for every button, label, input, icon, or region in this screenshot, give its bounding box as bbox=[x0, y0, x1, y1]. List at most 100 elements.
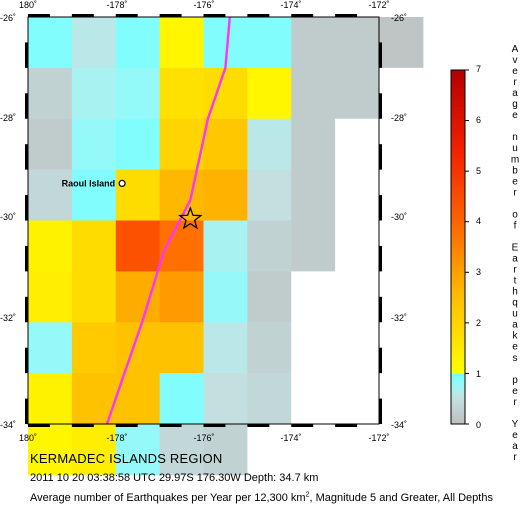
map-description: Average number of Earthquakes per Year p… bbox=[30, 491, 493, 504]
scale-segment bbox=[451, 110, 465, 114]
frame-segment bbox=[115, 14, 138, 17]
rate-cell bbox=[379, 271, 424, 323]
rate-cell bbox=[28, 169, 73, 222]
scale-segment bbox=[451, 383, 465, 387]
rate-cell bbox=[291, 424, 336, 476]
scale-title-letter: e bbox=[512, 176, 518, 187]
event-details: 2011 10 20 03:38:58 UTC 29.97S 176.30W D… bbox=[30, 472, 319, 484]
epicenter-star-shape bbox=[178, 206, 203, 230]
scale-segment bbox=[451, 274, 465, 278]
scale-segment bbox=[451, 239, 465, 243]
scale-title-letter: m bbox=[511, 154, 519, 165]
rate-cell bbox=[28, 220, 73, 272]
scale-segment bbox=[451, 145, 465, 149]
scale-tick-label: 3 bbox=[476, 267, 481, 277]
scale-segment bbox=[451, 191, 465, 195]
rate-cell bbox=[28, 424, 73, 476]
frame-segment bbox=[159, 14, 182, 17]
scale-segment bbox=[451, 123, 465, 127]
scale-segment bbox=[451, 360, 465, 364]
scale-title-letter: s bbox=[513, 353, 518, 364]
scale-segment bbox=[451, 249, 465, 253]
scale-title-letter: p bbox=[512, 375, 518, 386]
lat-tick-label: -26˚ bbox=[391, 13, 407, 23]
frame-segment bbox=[247, 14, 270, 17]
scale-title-letter: a bbox=[512, 441, 518, 452]
rate-cell bbox=[115, 67, 161, 120]
scale-segment bbox=[451, 282, 465, 286]
rate-cell bbox=[247, 220, 292, 272]
lat-tick-label: -34˚ bbox=[391, 420, 407, 430]
frame-segment bbox=[203, 14, 226, 17]
scale-segment bbox=[451, 335, 465, 339]
scale-segment bbox=[451, 128, 465, 132]
scale-title-letter: e bbox=[512, 110, 518, 121]
rate-cell bbox=[335, 17, 380, 69]
scale-segment bbox=[451, 267, 465, 271]
rate-cell bbox=[71, 67, 117, 120]
scale-segment bbox=[451, 325, 465, 329]
scale-segment bbox=[451, 307, 465, 311]
frame-segment bbox=[379, 42, 382, 68]
lon-tick-label: -172˚ bbox=[368, 0, 389, 10]
lon-tick-label: -176˚ bbox=[193, 433, 214, 443]
scale-segment bbox=[451, 183, 465, 187]
rate-cell bbox=[115, 424, 161, 476]
lon-tick-label: -174˚ bbox=[280, 0, 301, 10]
lon-tick-labels-bottom: 180˚ -178˚ -176˚ -174˚ -172˚ bbox=[19, 433, 390, 443]
scale-title-letter: t bbox=[514, 276, 517, 287]
rate-cell bbox=[159, 67, 205, 120]
scale-segment bbox=[451, 92, 465, 96]
place-dot-icon bbox=[118, 179, 126, 187]
lon-tick-label: 180˚ bbox=[19, 433, 37, 443]
rate-cell bbox=[159, 322, 205, 374]
scale-segment bbox=[451, 264, 465, 268]
rate-cell bbox=[203, 169, 248, 222]
scale-title-letter: g bbox=[512, 99, 518, 110]
region-title: KERMADEC ISLANDS REGION bbox=[30, 451, 223, 466]
frame-segment bbox=[379, 296, 382, 323]
scale-segment bbox=[451, 97, 465, 101]
lat-tick-label: -28˚ bbox=[391, 113, 407, 123]
rate-cell bbox=[159, 373, 205, 425]
map-panel: Raoul Island 180˚ -178˚ -176˚ -174˚ -172… bbox=[0, 0, 424, 476]
rate-cell bbox=[247, 169, 292, 222]
scale-segment bbox=[451, 312, 465, 316]
color-scale-bar bbox=[450, 69, 469, 425]
lat-tick-labels-left: -26˚ -28˚ -30˚ -32˚ -34˚ bbox=[0, 13, 16, 430]
frame-segment bbox=[71, 424, 94, 427]
scale-segment bbox=[451, 140, 465, 144]
scale-segment bbox=[451, 279, 465, 283]
scale-segment bbox=[451, 348, 465, 352]
rate-cell bbox=[71, 424, 117, 476]
scale-segment bbox=[451, 252, 465, 255]
scale-segment bbox=[451, 247, 465, 250]
scale-segment bbox=[451, 411, 465, 415]
scale-title-letter: a bbox=[512, 254, 518, 265]
scale-title-letter: r bbox=[513, 265, 517, 276]
scale-segment bbox=[451, 262, 465, 266]
scale-title-letter: r bbox=[513, 77, 517, 88]
scale-segment bbox=[451, 300, 465, 304]
rate-cell bbox=[28, 118, 73, 171]
scale-segment bbox=[451, 226, 465, 230]
scale-segment bbox=[451, 102, 465, 106]
scale-segment bbox=[451, 370, 465, 374]
scale-segment bbox=[451, 355, 465, 359]
scale-title-letter: E bbox=[512, 243, 519, 254]
scale-segment bbox=[451, 292, 465, 296]
rate-cell bbox=[159, 169, 205, 222]
rate-cell bbox=[335, 118, 380, 171]
scale-segment bbox=[451, 284, 465, 288]
scale-segment bbox=[451, 396, 465, 400]
scale-segment bbox=[451, 386, 465, 389]
scale-segment bbox=[451, 413, 465, 417]
description-suffix: , Magnitude 5 and Greater, All Depths bbox=[309, 492, 493, 504]
scale-segment bbox=[451, 317, 465, 321]
lat-tick-label: -26˚ bbox=[0, 13, 16, 23]
scale-segment bbox=[451, 421, 465, 425]
scale-segment bbox=[451, 236, 465, 240]
rate-cell bbox=[115, 17, 161, 69]
scale-segment bbox=[451, 158, 465, 162]
